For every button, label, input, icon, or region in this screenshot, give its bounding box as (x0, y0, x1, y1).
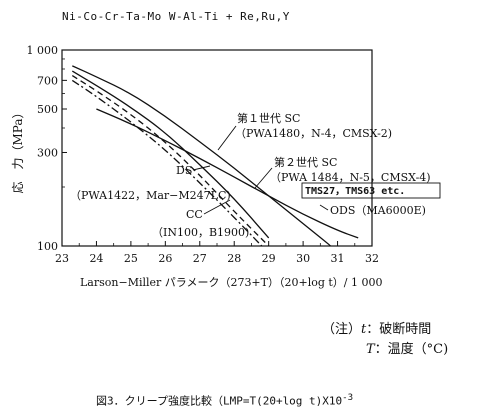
x-tick-label: 30 (296, 252, 310, 265)
annotation-label: （PWA1422，Mar−M247LC) (70, 189, 231, 202)
annotation-label: （PWA 1484，N-5，CMSX-4) (270, 171, 431, 184)
series-line-0 (71, 70, 270, 239)
y-tick-label: 1 000 (27, 44, 59, 57)
annotation-label: DS (176, 164, 192, 177)
y-axis-label: 応 力（MPa） (11, 107, 25, 194)
annotation-leader (217, 125, 237, 151)
series-line-3 (71, 75, 270, 247)
annotation-label: 第２世代 SC (274, 155, 337, 169)
series-line-1 (72, 65, 332, 247)
note-t-text: ：破断時間 (366, 322, 432, 337)
x-tick-label: 25 (124, 252, 138, 265)
annotation-box (301, 182, 441, 199)
x-tick-label: 27 (193, 252, 207, 265)
figure-top-title: Ni-Co-Cr-Ta-Mo W-Al-Ti + Re,Ru,Y (62, 10, 290, 23)
note-t-symbol: t (361, 322, 367, 337)
x-tick-label: 32 (365, 252, 379, 265)
x-tick-label: 26 (158, 252, 172, 265)
figure-caption: 図3．クリープ強度比較（LMP=T(20+log t)X10-3 (96, 392, 353, 409)
x-tick-label: 23 (55, 252, 69, 265)
annotation-leader (192, 165, 211, 171)
y-tick-label: 700 (37, 74, 58, 87)
annotation-leader (254, 167, 273, 189)
x-tick-label: 24 (89, 252, 103, 265)
annotation-label: ODS（MA6000E) (330, 204, 426, 217)
x-tick-label: 28 (227, 252, 241, 265)
annotation-label: CC (186, 208, 203, 221)
note-t: （注）t：破断時間 (322, 318, 431, 337)
note-T-text: ：温度（°C) (374, 342, 449, 357)
series-line-4 (71, 79, 263, 247)
note-T: T：温度（°C) (366, 338, 448, 357)
annotation-label: TMS27，TMS63 etc. (305, 186, 405, 197)
annotation-label: 第１世代 SC (237, 111, 300, 125)
annotation-label: （IN100，B1900) (152, 226, 249, 239)
annotation-leader (203, 199, 231, 215)
figure-caption-exponent: -3 (342, 392, 354, 403)
note-T-symbol: T (366, 342, 375, 357)
figure-caption-text: 図3．クリープ強度比較（LMP=T(20+log t)X10 (96, 394, 343, 408)
plot-frame (61, 49, 373, 247)
x-tick-label: 31 (331, 252, 345, 265)
y-tick-label: 300 (37, 146, 58, 159)
x-tick-label: 29 (262, 252, 276, 265)
y-tick-label: 100 (37, 240, 58, 253)
annotation-leader (319, 204, 329, 211)
x-axis-label: Larson−Miller パラメーク（273+T）（20+log t）/ 1 … (80, 276, 383, 289)
annotation-label: （PWA1480，N-4，CMSX-2) (235, 127, 392, 140)
note-t-prefix: （注） (322, 322, 362, 337)
series-line-2 (96, 108, 359, 239)
y-tick-label: 500 (37, 103, 58, 116)
